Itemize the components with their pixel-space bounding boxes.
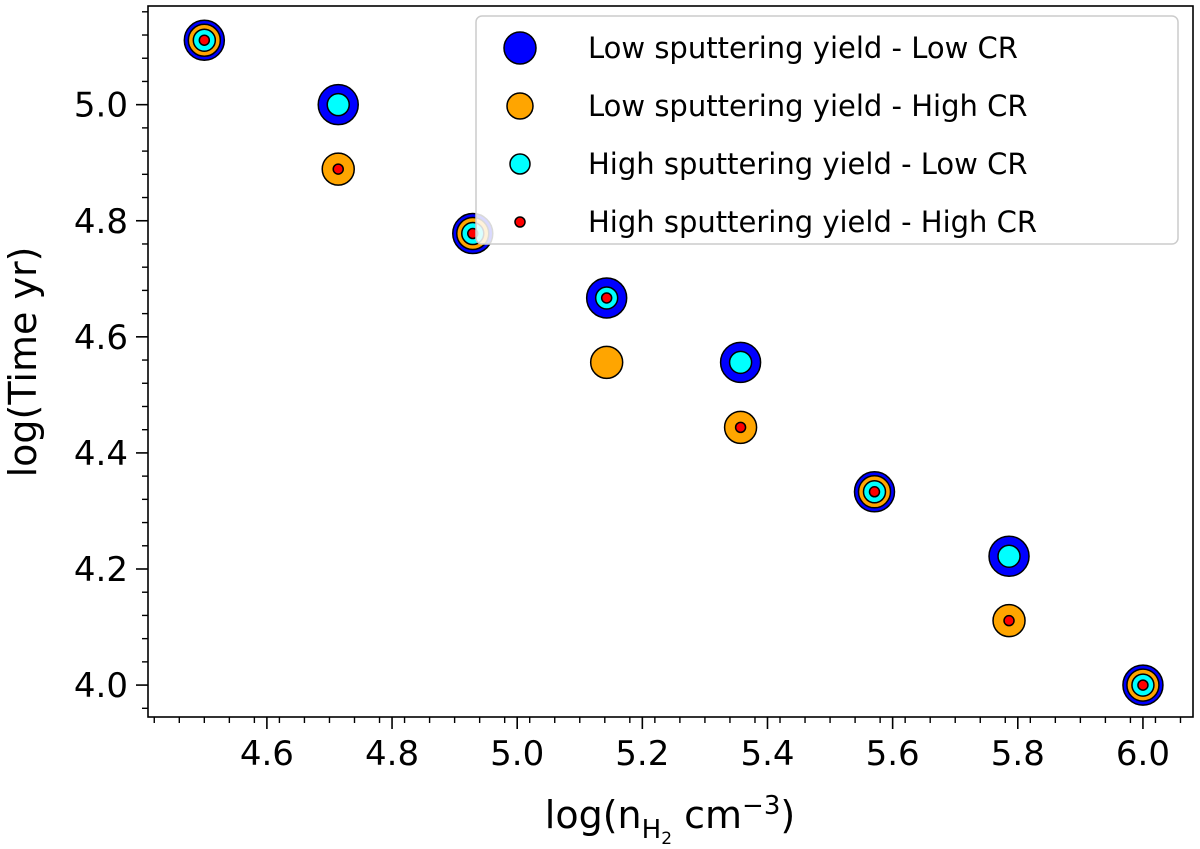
legend-box: [475, 15, 1179, 245]
axis-ticks: 4.6 4.8 5.0 5.2 5.4 5.6 5.8 6.0 4.0 4.2 4.4 4.6 4.8 5…: [74, 11, 1182, 774]
y-tick-label: 4.4: [74, 434, 128, 474]
y-axis-label: log(Time yr): [1, 247, 45, 478]
x-tick-label: 5.0: [490, 734, 544, 774]
y-tick-label: 4.6: [74, 318, 128, 358]
point-series-4: [1137, 679, 1149, 691]
legend-label: Low sputtering yield - High CR: [588, 89, 1028, 123]
legend-marker: [509, 153, 531, 175]
point-series-4: [1003, 614, 1015, 627]
point-series-4: [332, 163, 344, 175]
legend-label: High sputtering yield - Low CR: [588, 147, 1028, 181]
y-tick-label: 4.8: [74, 202, 128, 242]
legend-marker: [514, 216, 526, 228]
data-points: [183, 19, 1164, 706]
y-tick-label: 4.0: [74, 666, 128, 706]
y-tick-label: 5.0: [74, 86, 128, 126]
point-series-4: [600, 292, 613, 304]
x-axis-label: log(nH2 cm−3): [545, 791, 795, 849]
x-tick-label: 5.8: [991, 734, 1045, 774]
point-series-3: [728, 350, 753, 375]
x-tick-label: 4.8: [365, 734, 419, 774]
plot-frame: [147, 5, 1194, 718]
x-tick-label: 5.6: [866, 734, 920, 774]
legend-label: High sputtering yield - High CR: [588, 205, 1037, 239]
point-series-4: [198, 34, 211, 46]
legend-marker: [503, 31, 537, 65]
x-tick-label: 4.6: [240, 734, 294, 774]
legend-label: Low sputtering yield - Low CR: [588, 31, 1018, 65]
x-tick-label: 5.4: [740, 734, 794, 774]
point-series-3: [326, 92, 350, 117]
x-tick-label: 6.0: [1116, 734, 1170, 774]
x-tick-label: 5.2: [615, 734, 669, 774]
legend: Low sputtering yield - Low CR Low sputter…: [475, 15, 1179, 245]
point-series-4: [868, 486, 881, 498]
point-series-4: [734, 421, 747, 434]
legend-marker: [506, 92, 534, 120]
y-tick-label: 4.2: [74, 550, 128, 590]
point-series-3: [997, 544, 1021, 568]
point-series-2: [589, 345, 624, 380]
